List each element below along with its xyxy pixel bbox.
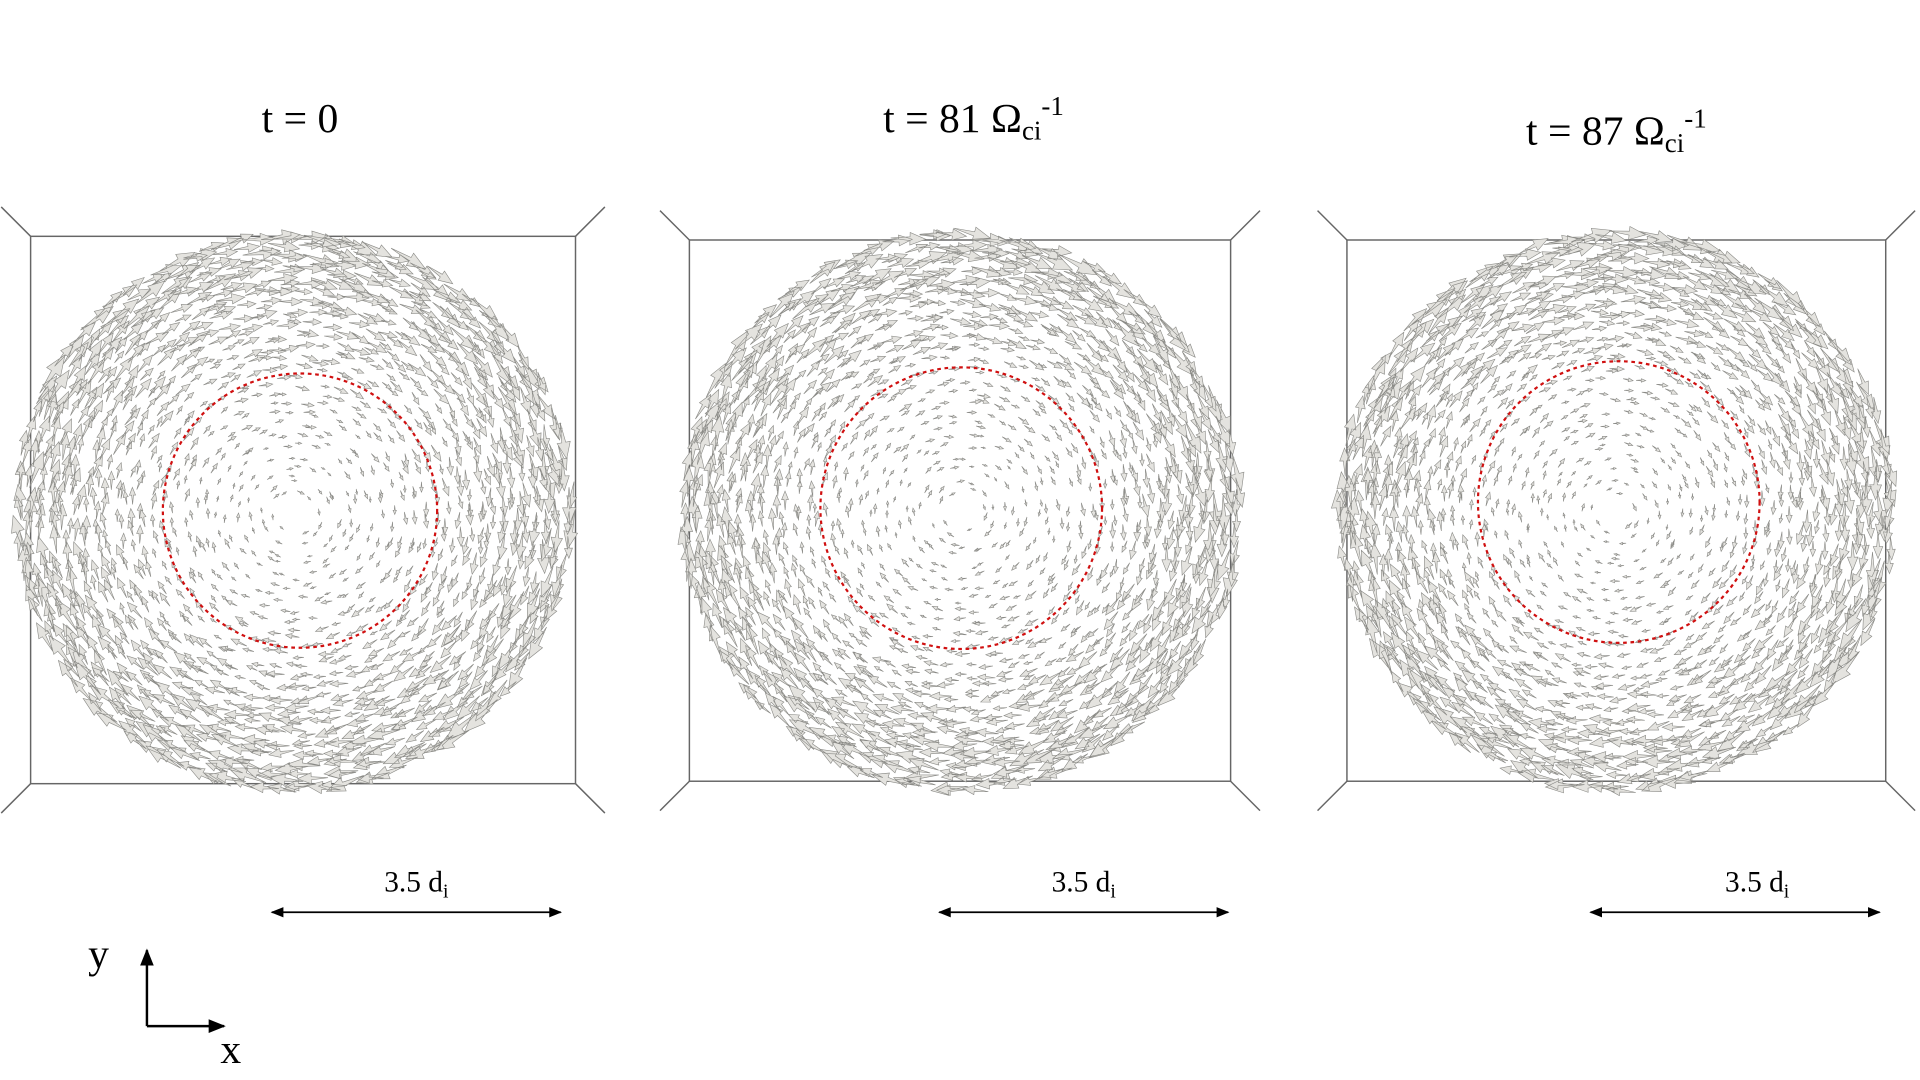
scale-label-main: 3.5 d bbox=[1725, 866, 1784, 898]
box-edge bbox=[574, 783, 606, 814]
title-main: t = 81 Ω bbox=[883, 96, 1022, 142]
reference-circle bbox=[161, 372, 439, 649]
scale-label-subscript: i bbox=[1110, 882, 1116, 903]
title-superscript: -1 bbox=[1041, 91, 1063, 121]
title-subscript: ci bbox=[1022, 116, 1041, 146]
panel-title: t = 0 bbox=[262, 96, 339, 142]
vector-glyphs bbox=[11, 229, 579, 795]
scale-label: 3.5 di bbox=[1052, 866, 1117, 902]
panels: t = 03.5 dit = 81 Ωci-13.5 dit = 87 Ωci-… bbox=[0, 91, 1916, 918]
scale-label-subscript: i bbox=[1784, 882, 1790, 903]
scale-label-main: 3.5 d bbox=[384, 866, 443, 898]
box-edge bbox=[1317, 780, 1348, 812]
x-label: x bbox=[220, 1027, 241, 1073]
box-edge bbox=[1885, 780, 1916, 812]
panel: t = 87 Ωci-1 3.5 di bbox=[1317, 103, 1916, 918]
box-edge bbox=[0, 206, 32, 237]
scale-label: 3.5 di bbox=[384, 866, 449, 902]
title-subscript: ci bbox=[1665, 128, 1684, 158]
y-label: y bbox=[88, 931, 109, 977]
title-superscript: -1 bbox=[1684, 103, 1706, 133]
scale-label-main: 3.5 d bbox=[1052, 866, 1111, 898]
box-edge bbox=[659, 780, 690, 812]
box-edge bbox=[0, 783, 32, 814]
scale-label: 3.5 di bbox=[1725, 866, 1790, 902]
vector-glyphs bbox=[1330, 226, 1898, 797]
scale-label-subscript: i bbox=[443, 882, 449, 903]
title-main: t = 87 Ω bbox=[1526, 108, 1665, 154]
vector-glyphs bbox=[677, 226, 1246, 796]
panel-title: t = 81 Ωci-1 bbox=[883, 91, 1064, 145]
panel-title: t = 87 Ωci-1 bbox=[1526, 103, 1707, 157]
box-edge bbox=[574, 206, 606, 237]
panel: t = 0 3.5 di bbox=[0, 96, 606, 918]
reference-circle bbox=[1476, 360, 1761, 644]
box-edge bbox=[1885, 210, 1916, 241]
box-edge bbox=[1230, 210, 1261, 241]
box-edge bbox=[1317, 210, 1348, 241]
panel: t = 81 Ωci-1 3.5 di bbox=[659, 91, 1261, 918]
box-edge bbox=[1230, 780, 1261, 812]
reference-circle bbox=[819, 366, 1104, 651]
axes-indicator: y x bbox=[88, 931, 241, 1073]
box-edge bbox=[659, 210, 690, 241]
title-main: t = 0 bbox=[262, 96, 339, 142]
